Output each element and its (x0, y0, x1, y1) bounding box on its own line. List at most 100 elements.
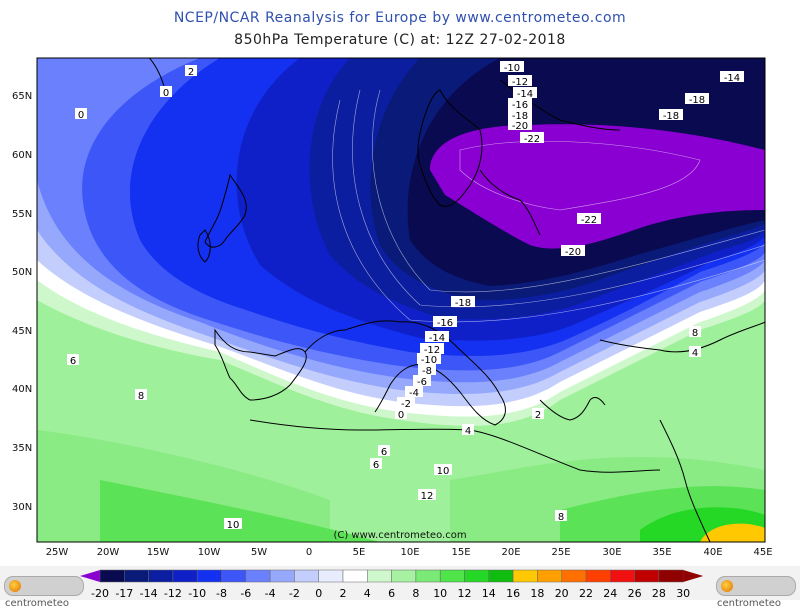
legend-swatch (634, 569, 660, 583)
longitude-axis: 25W 20W 15W 10W 5W 0 5E 10E 15E 20E 25E … (46, 547, 773, 558)
legend-value: -20 (91, 587, 109, 600)
contour-label-box (532, 408, 544, 419)
lat-label: 30N (12, 502, 32, 513)
legend-value: 22 (579, 587, 593, 600)
contour-label: 6 (373, 460, 379, 471)
contour-label-box (418, 364, 436, 375)
contour-label: 8 (138, 391, 144, 402)
contour-label: 2 (188, 67, 194, 78)
contour-label: 6 (381, 447, 387, 458)
contour-label-box (75, 108, 87, 119)
legend-swatch (415, 569, 441, 583)
legend-swatch (196, 569, 222, 583)
legend-value: 14 (482, 587, 496, 600)
lon-label: 25E (551, 547, 570, 558)
contour-label-box (417, 353, 441, 364)
contour-label-box (720, 71, 744, 82)
contour-label-box (520, 132, 544, 143)
lat-label: 45N (12, 326, 32, 337)
legend-value: -4 (265, 587, 276, 600)
latitude-axis: 65N 60N 55N 50N 45N 40N 35N 30N (12, 91, 32, 513)
contour-label: 10 (437, 466, 450, 477)
legend-value: -14 (140, 587, 158, 600)
legend-value: 6 (388, 587, 395, 600)
temperature-field (37, 58, 765, 542)
contour-label: -12 (512, 77, 528, 88)
lat-label: 60N (12, 150, 32, 161)
contour-label-box (689, 346, 701, 357)
legend-value: -10 (188, 587, 206, 600)
contour-label: -22 (524, 134, 540, 145)
legend-value: 18 (530, 587, 544, 600)
contour-label-box (434, 464, 452, 475)
contour-label-box (508, 98, 532, 109)
legend-value: 8 (412, 587, 419, 600)
contour-label-box (420, 343, 444, 354)
contour-label-box (425, 331, 449, 342)
contour-label-box (462, 424, 474, 435)
legend-swatch (367, 569, 392, 583)
contour-label: -18 (512, 111, 528, 122)
legend-swatch (561, 569, 587, 583)
contour-label-box (555, 510, 567, 521)
lon-label: 30E (602, 547, 621, 558)
legend-swatch (124, 569, 149, 583)
contour-label-box (508, 75, 532, 86)
contour-label-box (370, 458, 382, 469)
legend-swatch (537, 569, 562, 583)
contour-label-box (508, 109, 532, 120)
contour-label: -10 (504, 63, 520, 74)
contour-label-box (659, 109, 683, 120)
lon-label: 10W (198, 547, 221, 558)
lon-label: 15W (147, 547, 170, 558)
legend-swatch (221, 569, 247, 583)
legend-swatch (585, 569, 611, 583)
legend-value: 30 (676, 587, 690, 600)
lat-label: 40N (12, 384, 32, 395)
contour-label: -4 (409, 388, 419, 399)
map-frame (36, 57, 766, 543)
contour-label: -6 (417, 377, 427, 388)
legend-value: -6 (240, 587, 251, 600)
contour-label: 12 (421, 491, 434, 502)
legend-swatch (172, 569, 198, 583)
contour-label-box (185, 65, 197, 76)
contour-label: -14 (429, 333, 445, 344)
contour-label: -16 (437, 318, 453, 329)
legend-swatch (391, 569, 417, 583)
contour-label-box (405, 386, 423, 397)
legend-swatch (464, 569, 490, 583)
contour-label: 4 (692, 348, 698, 359)
legend-swatch (318, 569, 344, 583)
contour-label-box (433, 316, 457, 327)
legend-swatch (512, 569, 538, 583)
contour-label: -10 (421, 355, 437, 366)
legend-value: 20 (555, 587, 569, 600)
contour-label: -18 (663, 111, 679, 122)
lat-label: 50N (12, 267, 32, 278)
legend-swatch (99, 569, 125, 583)
legend-value: 4 (364, 587, 371, 600)
temperature-map: 65N 60N 55N 50N 45N 40N 35N 30N 25W 20W … (12, 57, 773, 558)
legend-value: -2 (289, 587, 300, 600)
legend-swatch (439, 569, 465, 583)
contour-label-box (160, 86, 172, 97)
legend-swatch (269, 569, 295, 583)
legend-arrow-right (683, 570, 704, 582)
sun-icon (9, 580, 21, 592)
legend-arrow-left (80, 570, 100, 582)
map-subtitle: 850hPa Temperature (C) at: 12Z 27-02-201… (234, 32, 566, 48)
legend-swatch (294, 569, 319, 583)
contour-value-labels: 200-10-12-14-16-18-20-22-14-18-18-22-20-… (67, 61, 744, 531)
lon-label: 45E (753, 547, 772, 558)
legend-swatch (148, 569, 174, 583)
lon-label: 20W (97, 547, 120, 558)
lon-label: 10E (400, 547, 419, 558)
contour-label: 0 (78, 110, 84, 121)
lat-label: 55N (12, 209, 32, 220)
contour-label: 8 (692, 328, 698, 339)
lon-label: 5W (251, 547, 267, 558)
lon-label: 5E (353, 547, 366, 558)
lon-label: 15E (451, 547, 470, 558)
contour-label: 0 (398, 410, 404, 421)
